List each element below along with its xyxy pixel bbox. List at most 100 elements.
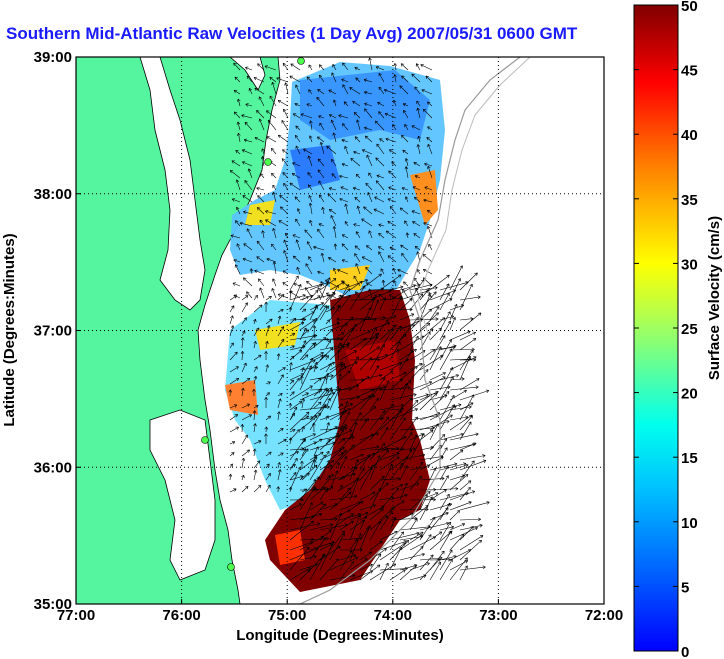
velocity-vector <box>309 541 335 551</box>
velocity-vector-head <box>313 319 316 323</box>
velocity-vector <box>359 418 369 431</box>
velocity-vector-head <box>279 195 281 199</box>
velocity-vector <box>429 512 449 521</box>
velocity-vector-head <box>277 462 280 465</box>
velocity-vector-head <box>354 422 357 425</box>
velocity-vector <box>309 501 324 511</box>
velocity-vector-head <box>413 565 417 567</box>
velocity-vector-head <box>443 376 446 380</box>
velocity-vector <box>394 63 397 71</box>
velocity-vector-head <box>334 518 338 521</box>
velocity-vector-head <box>422 454 426 458</box>
velocity-vector <box>233 259 241 263</box>
velocity-vector-head <box>333 132 336 136</box>
velocity-vector <box>319 278 337 291</box>
velocity-vector-head <box>311 537 315 540</box>
velocity-vector-head <box>244 122 246 126</box>
velocity-vector <box>337 373 341 385</box>
velocity-vector-head <box>329 523 333 525</box>
velocity-vector-head <box>361 256 364 260</box>
velocity-vector <box>308 184 313 191</box>
velocity-vector-head <box>385 319 389 321</box>
velocity-vector <box>317 169 325 179</box>
velocity-vector <box>309 442 335 451</box>
velocity-vector-head <box>296 451 299 455</box>
velocity-vector <box>409 505 429 521</box>
velocity-vector <box>419 312 439 331</box>
velocity-vector-head <box>416 531 420 534</box>
velocity-vector-head <box>461 377 465 380</box>
velocity-vector <box>399 335 424 351</box>
velocity-vector-head <box>466 282 469 285</box>
velocity-vector-head <box>323 486 326 490</box>
velocity-vector <box>429 507 449 531</box>
velocity-vector-head <box>271 82 273 86</box>
velocity-vector <box>276 77 289 83</box>
velocity-vector-head <box>364 108 368 111</box>
velocity-vector <box>259 287 265 299</box>
velocity-vector-head <box>368 230 372 233</box>
velocity-vector-head <box>440 531 443 535</box>
velocity-vector <box>325 279 337 287</box>
velocity-vector <box>229 366 239 373</box>
velocity-vector-head <box>368 357 372 359</box>
velocity-vector <box>308 256 313 263</box>
velocity-vector <box>406 232 409 239</box>
velocity-vector <box>369 520 382 541</box>
velocity-vector <box>429 298 453 311</box>
velocity-vector <box>344 146 349 155</box>
velocity-vector <box>427 165 433 179</box>
velocity-vector-head <box>397 453 400 456</box>
velocity-vector-head <box>369 57 372 61</box>
velocity-vector <box>229 325 234 337</box>
velocity-vector <box>295 84 301 95</box>
velocity-vector-head <box>340 429 344 432</box>
velocity-vector <box>319 364 343 381</box>
velocity-vector-head <box>388 186 392 188</box>
velocity-vector <box>349 395 371 411</box>
velocity-vector-head <box>284 439 287 443</box>
velocity-vector <box>253 410 256 421</box>
velocity-vector <box>265 219 277 227</box>
velocity-vector-head <box>445 521 450 524</box>
velocity-vector <box>389 378 403 391</box>
velocity-vector-head <box>331 291 335 294</box>
velocity-vector <box>262 230 265 239</box>
velocity-vector-head <box>400 462 404 465</box>
velocity-vector-head <box>414 86 418 89</box>
velocity-vector-head <box>337 269 340 273</box>
velocity-vector <box>339 323 357 351</box>
velocity-vector-head <box>245 104 249 107</box>
velocity-vector <box>459 283 473 311</box>
velocity-vector <box>236 206 241 215</box>
velocity-vector <box>253 304 263 313</box>
velocity-vector-head <box>427 562 430 566</box>
velocity-vector <box>289 75 301 83</box>
velocity-vector <box>244 122 253 131</box>
velocity-vector <box>241 434 248 445</box>
velocity-vector <box>389 494 408 501</box>
velocity-vector-head <box>465 415 469 418</box>
velocity-vector-head <box>271 243 275 246</box>
velocity-vector-head <box>242 258 246 262</box>
velocity-vector <box>319 558 339 581</box>
velocity-vector-head <box>482 454 486 456</box>
velocity-vector <box>313 459 316 469</box>
velocity-vector-head <box>233 62 235 67</box>
velocity-vector-head <box>354 197 356 201</box>
velocity-vector-head <box>368 230 370 234</box>
velocity-vector-head <box>318 180 322 183</box>
velocity-vector-head <box>458 403 462 405</box>
velocity-vector <box>459 501 490 511</box>
velocity-vector <box>299 433 316 441</box>
velocity-vector <box>231 160 241 167</box>
velocity-vector-head <box>446 512 449 516</box>
velocity-vector-head <box>470 317 474 319</box>
velocity-vector-head <box>449 348 453 351</box>
velocity-vector-head <box>387 198 390 202</box>
velocity-vector-head <box>342 281 345 285</box>
velocity-vector-head <box>426 505 429 509</box>
velocity-vector <box>389 410 402 431</box>
velocity-vector-head <box>423 222 426 226</box>
velocity-vector-head <box>460 432 464 435</box>
